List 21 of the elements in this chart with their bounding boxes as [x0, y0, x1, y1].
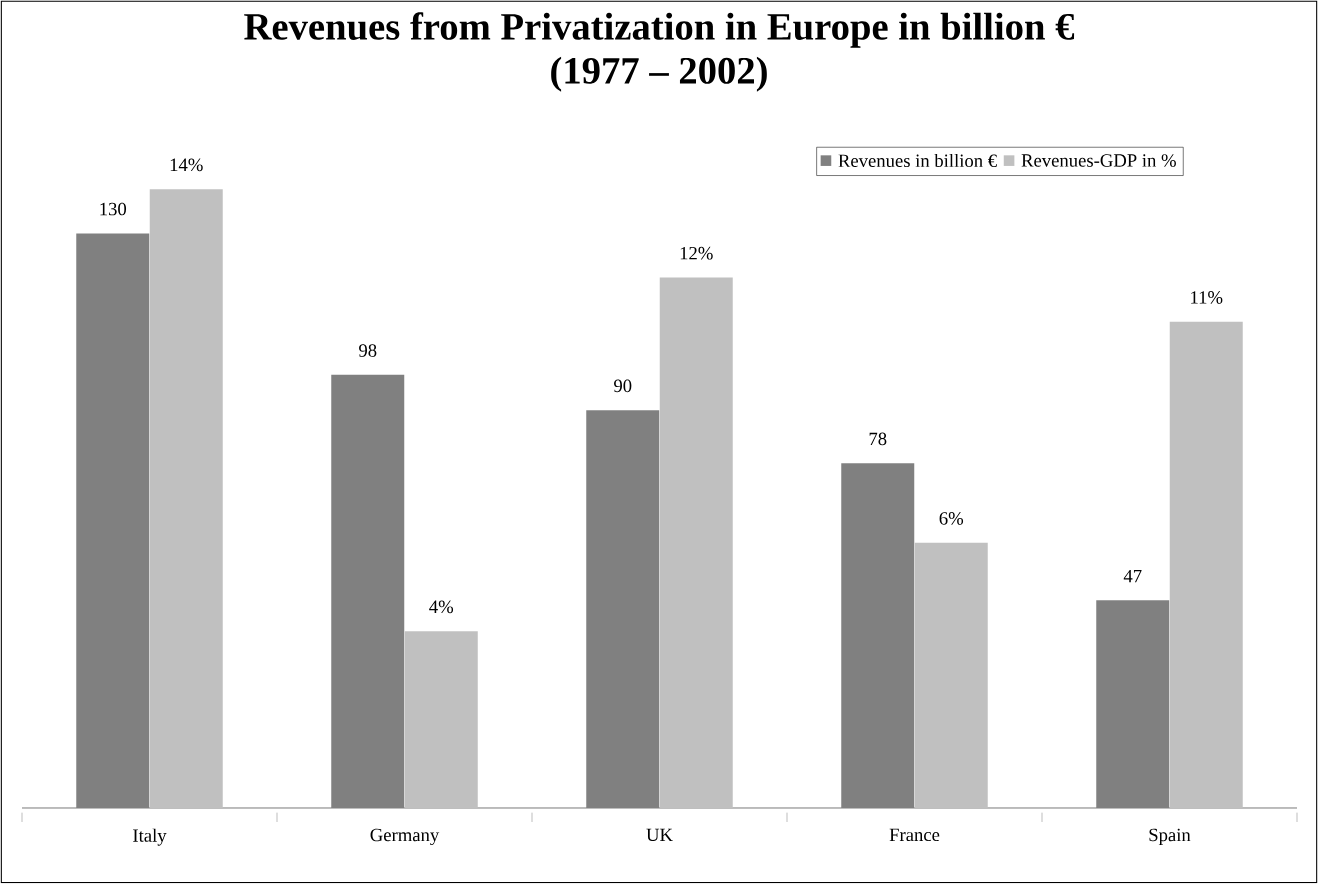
data-label: 47 [1123, 569, 1142, 583]
data-label: 130 [100, 202, 127, 216]
data-label: 78 [869, 432, 887, 446]
bar [1169, 321, 1243, 808]
x-tick-label: Italy [133, 828, 167, 846]
x-tick-label: France [889, 828, 940, 842]
data-label: 6% [939, 512, 964, 525]
data-label: 14% [170, 158, 203, 172]
chart-subtitle: (1977 – 2002) [551, 56, 767, 92]
legend-label: Revenues in billion € [838, 153, 997, 168]
data-label: 11% [1191, 291, 1223, 304]
x-tick-label: Germany [370, 828, 440, 846]
data-label: 12% [680, 246, 713, 260]
x-tick-label: Spain [1149, 828, 1191, 846]
data-label: 90 [614, 379, 632, 393]
chart-title: Revenues from Privatization in Europe in billion € [244, 12, 1075, 48]
data-label: 4% [429, 600, 454, 614]
legend-label: Revenues-GDP in % [1021, 154, 1176, 167]
x-tick-label: UK [646, 828, 673, 842]
bar [331, 374, 405, 808]
data-label: 98 [359, 344, 377, 357]
